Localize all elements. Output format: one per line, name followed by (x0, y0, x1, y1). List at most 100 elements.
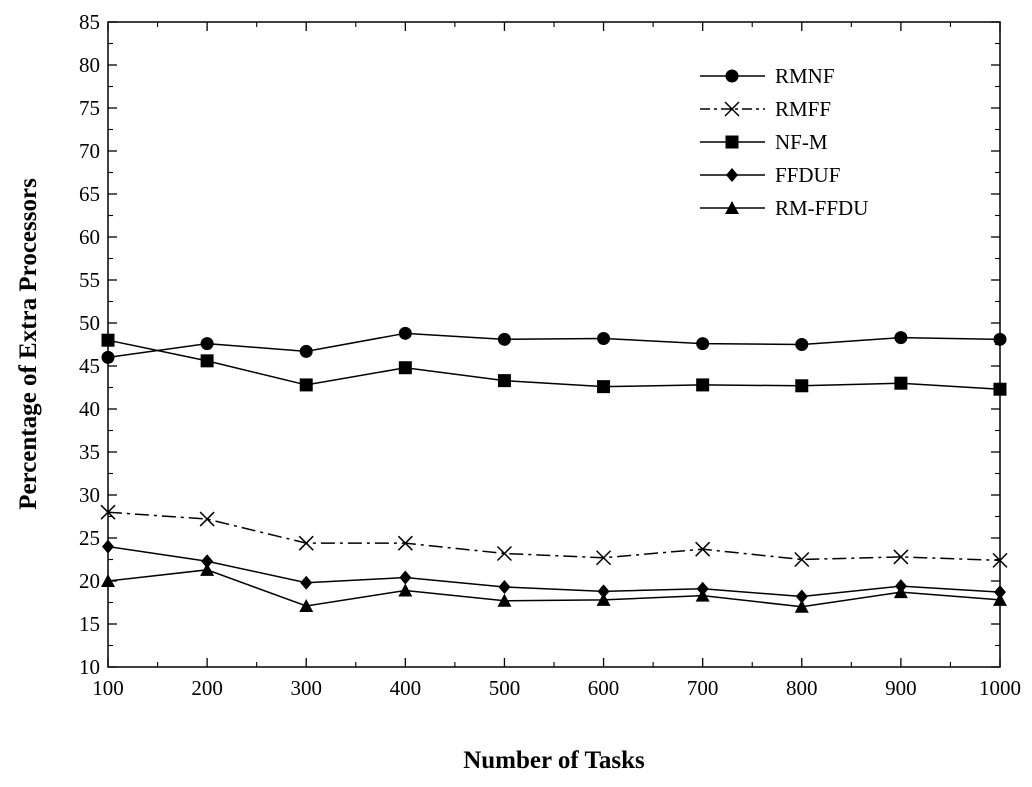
data-point-rm-ffdu (695, 588, 710, 602)
data-point-rmff (695, 541, 711, 557)
y-tick-label: 70 (79, 139, 100, 163)
y-tick-label: 50 (79, 311, 100, 335)
data-point-rmnf (993, 332, 1007, 346)
data-point-ffduf (201, 554, 214, 569)
data-point-nf-m (795, 379, 809, 393)
data-point-ffduf (994, 585, 1006, 600)
legend: RMNF RMFF NF-M FFDUF RM-FFDU (700, 64, 868, 220)
data-point-rmnf (101, 350, 115, 364)
series-line-rmff (107, 511, 1001, 562)
data-point-rmnf (597, 331, 611, 345)
series-line-rmnf (107, 332, 1001, 359)
legend-marker-rmff (724, 101, 740, 117)
series-ffduf (102, 539, 1006, 604)
data-point-rm-ffdu (101, 574, 115, 587)
data-point-rm-ffdu (200, 562, 215, 576)
x-tick-label: 600 (588, 676, 620, 700)
y-axis-title: Percentage of Extra Processors (15, 178, 42, 510)
x-tick-label: 500 (489, 676, 521, 700)
data-point-rmnf (795, 338, 809, 351)
series-nf-m (101, 333, 1007, 396)
data-point-ffduf (399, 570, 412, 585)
data-point-nf-m (398, 361, 412, 375)
data-point-rmff (298, 535, 314, 551)
legend-item-rmnf: RMNF (700, 64, 835, 88)
x-tick-label: 300 (290, 676, 322, 700)
legend-marker-ffduf (726, 168, 738, 182)
data-point-rm-ffdu (596, 592, 611, 606)
x-tick-label: 100 (92, 676, 124, 700)
data-point-rm-ffdu (398, 583, 413, 597)
data-point-rm-ffdu (497, 593, 512, 607)
series-line-nf-m (107, 339, 1001, 390)
data-point-rmnf (200, 337, 214, 351)
data-point-nf-m (597, 380, 611, 394)
data-point-rmnf (894, 331, 908, 345)
y-tick-label: 15 (79, 612, 100, 636)
legend-marker-nf-m (725, 135, 739, 149)
data-point-nf-m (299, 378, 313, 392)
series-line-rm-ffdu (107, 569, 1001, 608)
data-point-rmff (992, 552, 1008, 568)
legend-item-ffduf: FFDUF (700, 163, 840, 187)
y-tick-label: 20 (79, 569, 100, 593)
y-axis: 10 15 20 25 30 35 40 45 50 55 60 65 70 75 80 85 (79, 10, 1000, 679)
legend-label-ffduf: FFDUF (775, 163, 840, 187)
data-point-ffduf (597, 584, 610, 599)
data-point-rmff (199, 511, 215, 527)
x-tick-label: 800 (786, 676, 818, 700)
cross-stroke (893, 549, 909, 565)
y-tick-label: 40 (79, 397, 100, 421)
x-axis: 100 200 300 400 500 600 700 800 900 1000 (92, 22, 1021, 700)
data-point-nf-m (497, 374, 511, 388)
data-point-rmff (100, 504, 116, 520)
x-tick-label: 1000 (979, 676, 1021, 700)
x-axis-title: Number of Tasks (463, 747, 645, 774)
legend-label-nf-m: NF-M (775, 130, 828, 154)
series-rmff (100, 504, 1008, 568)
cross-stroke (100, 504, 116, 520)
data-point-ffduf (795, 589, 808, 604)
y-tick-label: 35 (79, 440, 100, 464)
x-tick-label: 900 (885, 676, 917, 700)
data-point-ffduf (102, 539, 114, 554)
cross-stroke (199, 511, 215, 527)
cross-stroke (298, 535, 314, 551)
legend-marker-rm-ffdu (725, 201, 739, 214)
data-point-nf-m (696, 378, 710, 392)
data-point-ffduf (498, 580, 511, 595)
legend-item-rm-ffdu: RM-FFDU (700, 196, 868, 220)
y-tick-label: 55 (79, 268, 100, 292)
data-point-nf-m (894, 376, 908, 390)
data-point-rm-ffdu (993, 592, 1007, 606)
y-tick-label: 60 (79, 225, 100, 249)
y-tick-label: 30 (79, 483, 100, 507)
data-point-rm-ffdu (794, 599, 809, 613)
data-point-rmff (893, 549, 909, 565)
cross-stroke (992, 552, 1008, 568)
data-point-rmnf (696, 337, 710, 351)
y-tick-label: 25 (79, 526, 100, 550)
cross-stroke (794, 551, 810, 568)
data-point-rmnf (398, 326, 412, 340)
data-point-nf-m (993, 382, 1007, 396)
x-tick-label: 200 (191, 676, 223, 700)
data-point-rmff (794, 551, 810, 568)
legend-item-rmff: RMFF (700, 97, 831, 121)
cross-stroke (496, 545, 512, 562)
data-point-nf-m (101, 333, 115, 347)
series-rmnf (101, 326, 1007, 364)
y-tick-label: 65 (79, 182, 100, 206)
y-tick-label: 45 (79, 354, 100, 378)
legend-marker-rmnf (725, 69, 739, 83)
series-layer (100, 326, 1008, 613)
y-tick-label: 85 (79, 10, 100, 34)
data-point-rmnf (299, 344, 313, 358)
legend-label-rmnf: RMNF (775, 64, 835, 88)
legend-label-rmff: RMFF (775, 97, 831, 121)
series-rm-ffdu (101, 562, 1007, 613)
data-point-rmff (496, 545, 512, 562)
legend-label-rm-ffdu: RM-FFDU (775, 196, 868, 220)
legend-item-nf-m: NF-M (700, 130, 828, 154)
